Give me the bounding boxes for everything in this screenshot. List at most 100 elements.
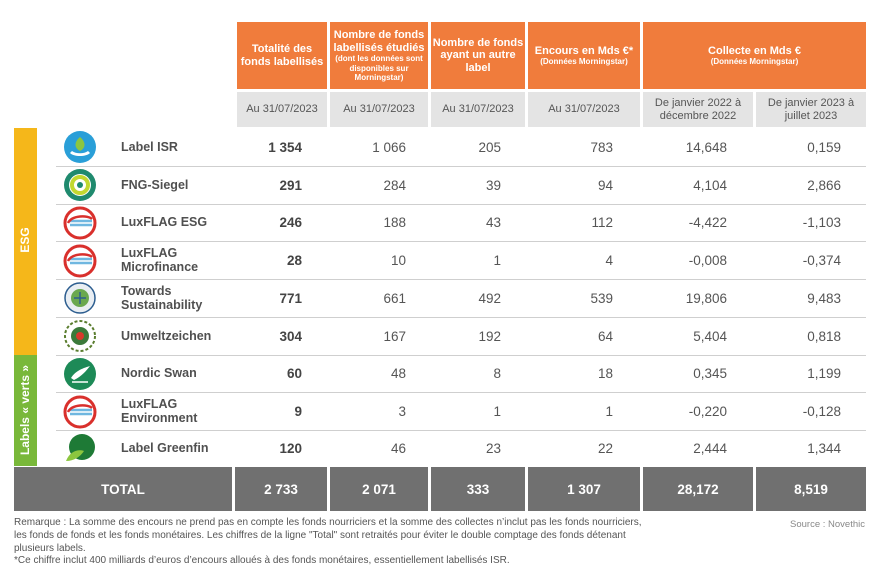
row-name-fng-siegel: FNG-Siegel (121, 177, 189, 192)
header-encours: Encours en Mds €* (Données Morningstar) (528, 22, 640, 89)
cell-flow-2022: 0,345 (693, 366, 727, 381)
row-divider (56, 241, 866, 242)
total-cell-flow-2022: 28,172 (677, 481, 719, 497)
row-divider (56, 166, 866, 167)
cell-other-label: 8 (493, 366, 501, 381)
cell-total: 120 (279, 441, 302, 456)
luxflag-logo (63, 395, 97, 429)
cell-studied: 46 (390, 441, 406, 456)
nordic-swan-logo (64, 358, 96, 390)
cell-studied: 3 (398, 403, 406, 419)
total-cell-other-label: 333 (466, 481, 490, 497)
total-cell-studied: 2 071 (362, 481, 396, 497)
date-col5b: De janvier 2023 à juillet 2023 (756, 92, 866, 127)
cell-total: 1 354 (268, 139, 302, 155)
footnote: Remarque : La somme des encours ne prend… (14, 517, 654, 568)
esg-group-bar (14, 128, 37, 355)
cell-flow-2023: -1,103 (802, 215, 841, 230)
cell-flow-2022: -4,422 (688, 215, 727, 230)
fng-siegel-logo (64, 169, 96, 201)
cell-other-label: 492 (478, 290, 501, 306)
cell-studied: 661 (383, 290, 406, 306)
cell-flow-2022: -0,220 (688, 403, 727, 419)
cell-flow-2022: -0,008 (688, 252, 727, 268)
cell-flow-2023: -0,128 (802, 403, 841, 419)
header-autre-label: Nombre de fonds ayant un autre label (431, 22, 525, 89)
green-labels-group-label: Labels « verts » (18, 364, 32, 456)
cell-flow-2023: 9,483 (807, 290, 841, 306)
cell-aum: 539 (590, 290, 613, 306)
cell-studied: 1 066 (372, 139, 406, 155)
total-divider (232, 467, 235, 511)
row-divider (56, 430, 866, 431)
cell-aum: 94 (597, 177, 613, 193)
cell-flow-2023: 2,866 (807, 177, 841, 193)
row-name-luxflag-microfinance: LuxFLAG Microfinance (121, 245, 199, 274)
row-name-label-greenfin: Label Greenfin (121, 441, 209, 456)
header-encours-label: Encours en Mds €* (534, 44, 634, 57)
cell-aum: 4 (605, 252, 613, 268)
cell-total: 246 (279, 215, 302, 230)
total-cell-aum: 1 307 (567, 481, 601, 497)
row-name-nordic-swan: Nordic Swan (121, 366, 197, 381)
cell-aum: 22 (597, 441, 613, 456)
date-col1: Au 31/07/2023 (237, 92, 327, 127)
source-credit: Source : Novethic (790, 519, 865, 530)
row-name-luxflag-esg: LuxFLAG ESG (121, 215, 208, 230)
header-encours-sub: (Données Morningstar) (540, 57, 628, 67)
date-col2: Au 31/07/2023 (330, 92, 428, 127)
total-divider (525, 467, 528, 511)
cell-aum: 18 (597, 366, 613, 381)
header-collecte: Collecte en Mds € (Données Morningstar) (643, 22, 866, 89)
row-divider (56, 355, 866, 356)
cell-flow-2023: -0,374 (802, 252, 841, 268)
cell-studied: 167 (383, 328, 406, 344)
cell-flow-2023: 0,159 (807, 139, 841, 155)
cell-other-label: 43 (485, 215, 501, 230)
cell-flow-2022: 14,648 (685, 139, 727, 155)
total-cell-flow-2023: 8,519 (794, 481, 828, 497)
cell-aum: 1 (605, 403, 613, 419)
cell-total: 771 (279, 290, 302, 306)
footnote-asterisk: *Ce chiffre inclut 400 milliards d’euros… (14, 555, 510, 567)
cell-flow-2022: 4,104 (693, 177, 727, 193)
header-nombre-etudies-label: Nombre de fonds labellisés étudiés (333, 29, 425, 54)
cell-studied: 48 (390, 366, 406, 381)
row-name-towards-sustainability: Towards Sustainability (121, 283, 203, 312)
cell-flow-2023: 1,344 (807, 441, 841, 456)
cell-flow-2023: 1,199 (807, 366, 841, 381)
cell-flow-2022: 5,404 (693, 328, 727, 344)
cell-studied: 284 (383, 177, 406, 193)
row-divider (56, 317, 866, 318)
label-greenfin-logo (66, 434, 95, 461)
date-col3: Au 31/07/2023 (431, 92, 525, 127)
cell-flow-2022: 19,806 (685, 290, 727, 306)
cell-total: 291 (279, 177, 302, 193)
row-name-umweltzeichen: Umweltzeichen (121, 328, 212, 343)
header-nombre-etudies: Nombre de fonds labellisés étudiés (dont… (330, 22, 428, 89)
header-autre-label-text: Nombre de fonds ayant un autre label (432, 36, 524, 74)
esg-group-label: ESG (18, 227, 32, 253)
cell-other-label: 205 (478, 139, 501, 155)
label-isr-logo (64, 131, 96, 163)
cell-other-label: 39 (485, 177, 501, 193)
cell-flow-2023: 0,818 (807, 328, 841, 344)
cell-other-label: 23 (485, 441, 501, 456)
luxflag-logo (63, 244, 97, 278)
header-collecte-label: Collecte en Mds € (708, 44, 801, 57)
umweltzeichen-logo (64, 320, 96, 352)
total-divider (428, 467, 431, 511)
green-labels-group-bar (14, 355, 37, 466)
cell-aum: 112 (591, 215, 613, 230)
luxflag-logo (63, 206, 97, 240)
cell-total: 28 (286, 252, 302, 268)
cell-aum: 783 (590, 139, 613, 155)
row-name-label-isr: Label ISR (121, 139, 178, 154)
cell-flow-2022: 2,444 (693, 441, 727, 456)
row-divider (56, 279, 866, 280)
cell-other-label: 1 (493, 403, 501, 419)
footnote-remark: Remarque : La somme des encours ne prend… (14, 517, 642, 554)
header-collecte-sub: (Données Morningstar) (710, 57, 799, 67)
cell-aum: 64 (597, 328, 613, 344)
date-col5a: De janvier 2022 à décembre 2022 (643, 92, 753, 127)
